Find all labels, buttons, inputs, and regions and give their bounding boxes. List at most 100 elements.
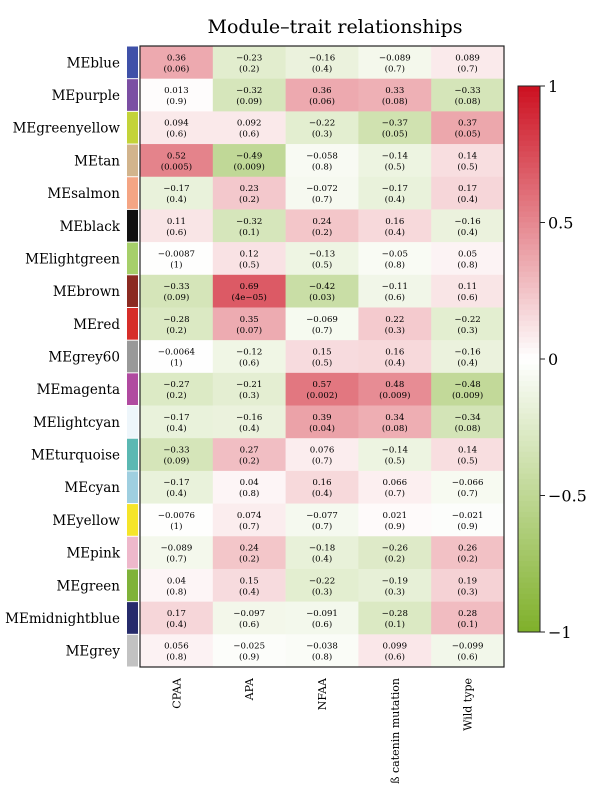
- cell-correlation: 0.094: [164, 119, 189, 129]
- cell-pvalue: (0.4): [312, 488, 332, 499]
- heatmap-cell: [140, 568, 214, 602]
- heatmap-cell: [358, 536, 432, 570]
- heatmap-cell: [431, 307, 505, 341]
- colorbar-segment: [518, 200, 540, 207]
- colorbar-segment: [518, 440, 540, 447]
- cell-correlation: 0.066: [382, 478, 407, 488]
- cell-correlation: 0.089: [455, 53, 480, 63]
- colorbar-segment: [518, 315, 540, 322]
- colorbar-segment: [518, 151, 540, 158]
- cell-correlation: −0.32: [236, 217, 262, 227]
- module-color-swatch: [127, 536, 138, 569]
- row-label: MElightcyan: [33, 415, 120, 431]
- cell-pvalue: (0.6): [239, 129, 259, 140]
- cell-pvalue: (0.6): [457, 292, 477, 303]
- colorbar-segment: [518, 424, 540, 431]
- colorbar-segment: [518, 391, 540, 398]
- cell-correlation: −0.28: [163, 315, 189, 325]
- cell-pvalue: (0.2): [166, 325, 186, 336]
- colorbar-segment: [518, 571, 540, 578]
- cell-pvalue: (0.7): [166, 554, 186, 565]
- cell-correlation: −0.33: [454, 86, 480, 96]
- row-color-swatches: [127, 46, 138, 667]
- heatmap-cell: [358, 470, 432, 504]
- heatmap-cell: [358, 274, 432, 308]
- cell-pvalue: (0.8): [457, 259, 477, 270]
- cell-correlation: 0.14: [458, 446, 478, 456]
- heatmap-cell: [431, 209, 505, 243]
- cell-pvalue: (0.9): [457, 521, 477, 532]
- cell-pvalue: (0.09): [236, 96, 262, 107]
- colorbar-segment: [518, 238, 540, 245]
- heatmap-cell: [431, 405, 505, 439]
- colorbar-segment: [518, 178, 540, 185]
- cell-pvalue: (0.7): [385, 488, 405, 499]
- colorbar-segment: [518, 402, 540, 409]
- cell-correlation: −0.16: [454, 217, 480, 227]
- heatmap-cell: [140, 503, 214, 537]
- module-color-swatch: [127, 111, 138, 144]
- colorbar-segment: [518, 533, 540, 540]
- row-label: MEbrown: [53, 284, 120, 300]
- cell-pvalue: (0.4): [239, 423, 259, 434]
- cell-correlation: −0.066: [452, 478, 484, 488]
- cell-pvalue: (0.2): [239, 63, 259, 74]
- cell-correlation: 0.074: [237, 511, 262, 521]
- cell-pvalue: (0.4): [312, 63, 332, 74]
- heatmap-cell: [140, 470, 214, 504]
- heatmap-cell: [140, 209, 214, 243]
- colorbar-segment: [518, 320, 540, 327]
- cell-pvalue: (0.5): [312, 358, 332, 369]
- colorbar-segment: [518, 599, 540, 606]
- colorbar-segment: [518, 118, 540, 125]
- colorbar-segment: [518, 484, 540, 491]
- cell-correlation: −0.0076: [158, 511, 195, 521]
- chart-title: Module–trait relationships: [207, 16, 462, 38]
- colorbar-segment: [518, 375, 540, 382]
- module-color-swatch: [127, 373, 138, 406]
- cell-correlation: −0.089: [379, 53, 411, 63]
- heatmap-cell: [358, 503, 432, 537]
- heatmap-cell: [285, 470, 359, 504]
- cell-pvalue: (0.6): [385, 652, 405, 663]
- cell-correlation: −0.11: [382, 282, 408, 292]
- colorbar-segment: [518, 577, 540, 584]
- cell-correlation: 0.39: [312, 413, 331, 423]
- cell-pvalue: (0.009): [452, 390, 483, 401]
- heatmap-cell: [358, 438, 432, 472]
- cell-correlation: −0.089: [160, 544, 192, 554]
- colorbar-segment: [518, 173, 540, 180]
- cell-correlation: −0.27: [163, 380, 189, 390]
- cell-pvalue: (0.6): [166, 227, 186, 238]
- cell-pvalue: (0.8): [166, 586, 186, 597]
- row-label: MEgreen: [57, 578, 121, 594]
- colorbar-segment: [518, 107, 540, 114]
- colorbar-segment: [518, 380, 540, 387]
- cell-correlation: 0.14: [458, 151, 478, 161]
- module-color-swatch: [127, 275, 138, 307]
- heatmap-cell: [140, 405, 214, 439]
- colorbar-segment: [518, 550, 540, 556]
- colorbar-segment: [518, 419, 540, 425]
- module-color-swatch: [127, 569, 138, 602]
- colorbar-segment: [518, 189, 540, 196]
- cell-pvalue: (0.1): [239, 227, 259, 238]
- heatmap-cell: [358, 634, 432, 668]
- cell-pvalue: (0.4): [239, 586, 259, 597]
- cell-pvalue: (0.08): [382, 423, 408, 434]
- cell-pvalue: (0.8): [385, 259, 405, 270]
- colorbar-segment: [518, 102, 540, 109]
- colorbar-segment: [518, 162, 540, 169]
- cell-correlation: −0.33: [163, 446, 189, 456]
- cell-correlation: −0.17: [382, 184, 408, 194]
- module-color-swatch: [127, 46, 138, 79]
- row-label: MEmidnightblue: [5, 611, 120, 627]
- colorbar-segment: [518, 129, 540, 136]
- heatmap-cell: [140, 340, 214, 374]
- colorbar-segment: [518, 615, 540, 622]
- heatmap-cell: [212, 634, 286, 668]
- heatmap-cell: [358, 78, 432, 112]
- cell-correlation: −0.21: [236, 380, 262, 390]
- module-color-swatch: [127, 209, 138, 242]
